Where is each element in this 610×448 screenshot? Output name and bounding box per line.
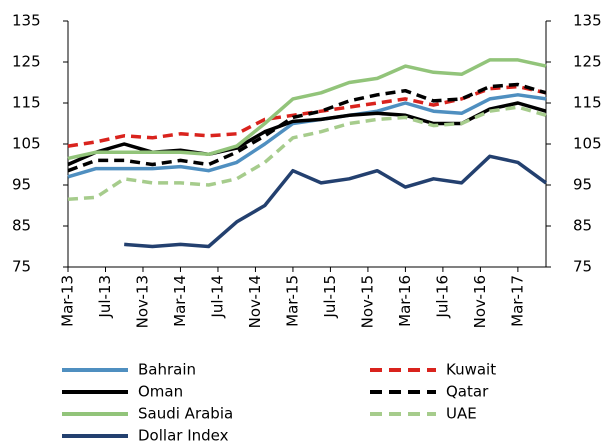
- x-tick-label: Mar-14: [171, 275, 189, 327]
- legend-label: Bahrain: [138, 361, 196, 379]
- y2-tick-label: 115: [573, 94, 602, 112]
- legend-label: Oman: [138, 383, 183, 401]
- y-tick-label: 75: [12, 258, 31, 276]
- legend-label: Kuwait: [446, 361, 496, 379]
- y2-tick-label: 135: [573, 12, 602, 30]
- x-tick-label: Nov-14: [246, 275, 264, 328]
- x-tick-label: Mar-17: [508, 275, 526, 327]
- y2-tick-label: 125: [573, 53, 602, 71]
- y2-tick-label: 75: [573, 258, 592, 276]
- x-tick-label: Jul-15: [321, 275, 339, 319]
- x-tick-label: Nov-13: [133, 275, 151, 328]
- x-tick-label: Mar-15: [283, 275, 301, 327]
- legend-label: UAE: [446, 405, 477, 423]
- y-tick-label: 115: [12, 94, 41, 112]
- y-tick-label: 95: [12, 176, 31, 194]
- y-tick-label: 85: [12, 217, 31, 235]
- legend-label: Qatar: [446, 383, 489, 401]
- y2-tick-label: 105: [573, 135, 602, 153]
- series-line: [67, 58, 547, 161]
- y-tick-label: 135: [12, 12, 41, 30]
- series-line: [67, 82, 547, 173]
- x-tick-label: Jul-13: [96, 275, 114, 319]
- x-tick-label: Jul-14: [208, 275, 226, 319]
- y2-tick-label: 95: [573, 176, 592, 194]
- y2-tick-label: 85: [573, 217, 592, 235]
- x-tick-label: Mar-16: [396, 275, 414, 327]
- legend-label: Saudi Arabia: [138, 405, 233, 423]
- series-line: [124, 154, 548, 249]
- y-tick-label: 105: [12, 135, 41, 153]
- x-tick-label: Nov-16: [471, 275, 489, 328]
- x-tick-label: Jul-16: [433, 275, 451, 319]
- series-line: [67, 105, 547, 202]
- legend-label: Dollar Index: [138, 427, 229, 445]
- x-tick-label: Nov-15: [358, 275, 376, 328]
- y-tick-label: 125: [12, 53, 41, 71]
- x-tick-label: Mar-13: [59, 275, 77, 327]
